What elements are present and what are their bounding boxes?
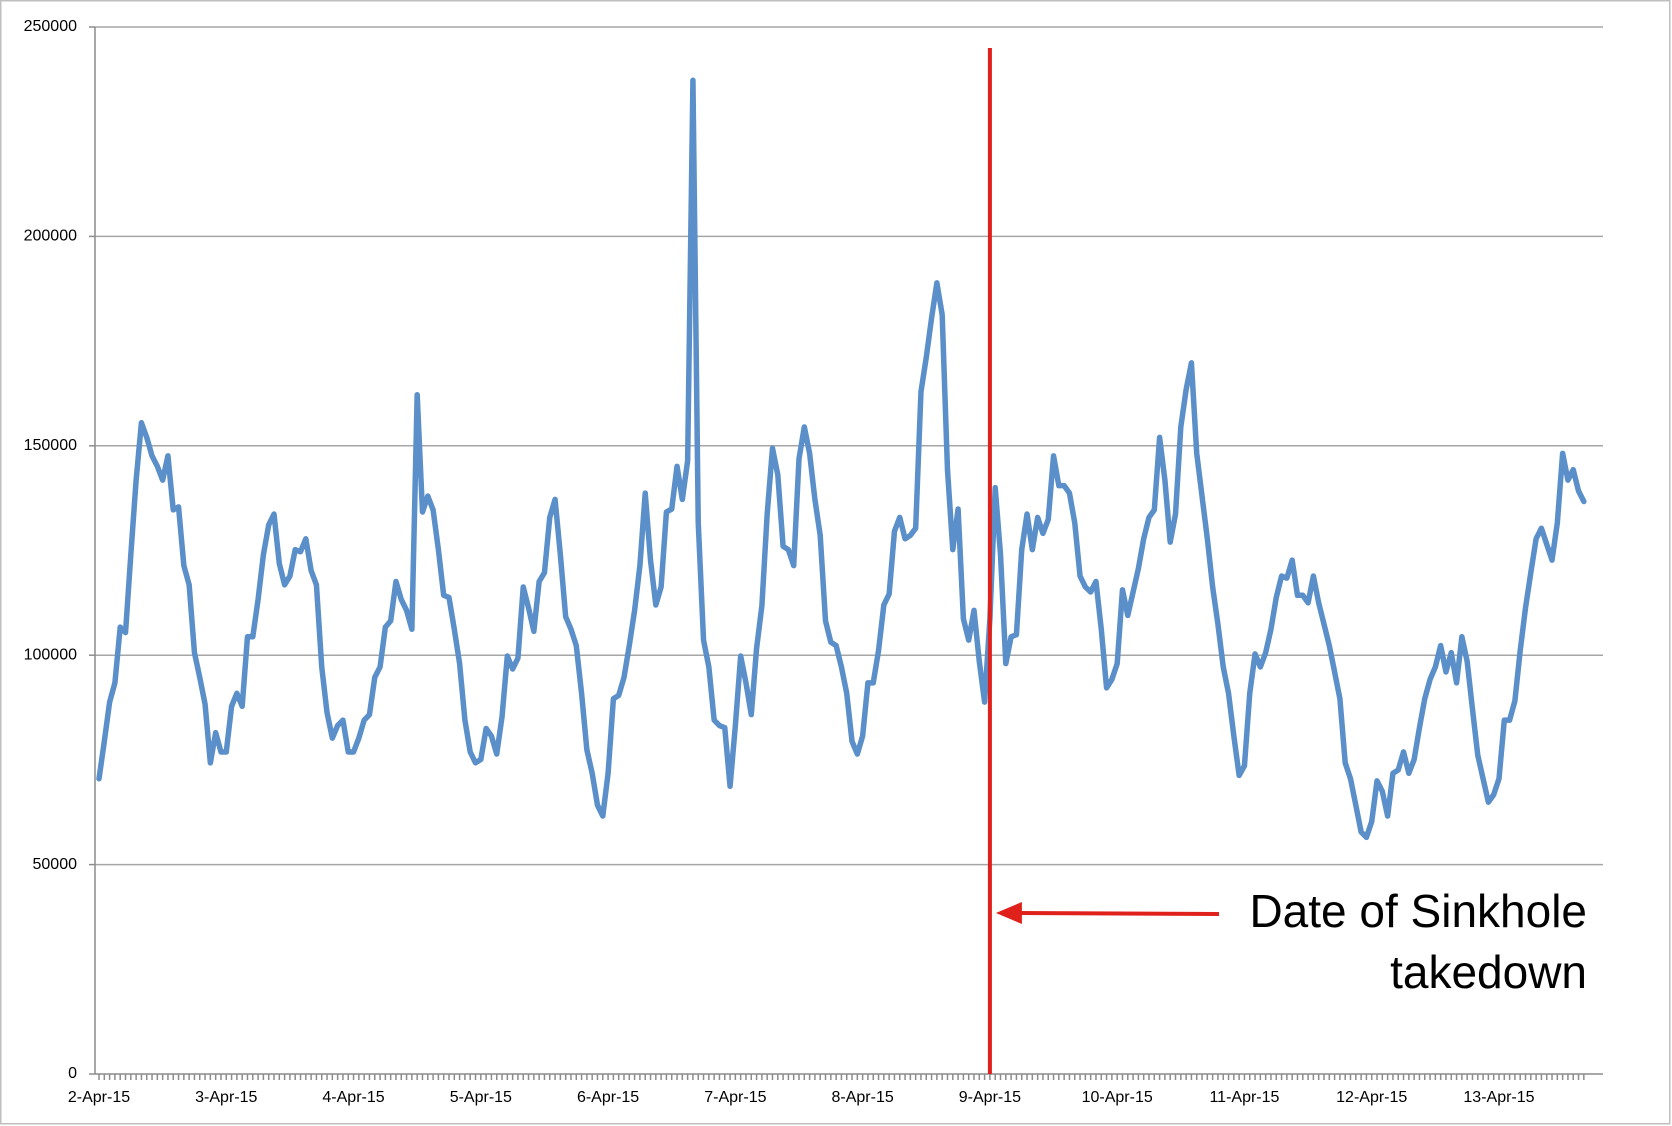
x-tick-label: 11-Apr-15	[1209, 1089, 1279, 1106]
x-tick-label: 13-Apr-15	[1463, 1089, 1534, 1106]
x-tick-label: 3-Apr-15	[195, 1089, 257, 1106]
y-tick-label: 150000	[24, 437, 77, 454]
annotation-arrowhead	[995, 902, 1022, 924]
x-tick-label: 6-Apr-15	[577, 1089, 639, 1106]
x-tick-label: 8-Apr-15	[832, 1089, 894, 1106]
annotation-text: takedown	[1390, 946, 1587, 998]
x-tick-label: 7-Apr-15	[704, 1089, 766, 1106]
y-tick-label: 50000	[33, 856, 78, 873]
x-tick-label: 10-Apr-15	[1082, 1089, 1153, 1106]
data-line	[96, 77, 1587, 841]
y-tick-label: 0	[68, 1065, 77, 1082]
x-tick-label: 5-Apr-15	[450, 1089, 512, 1106]
y-tick-label: 100000	[24, 646, 77, 663]
y-tick-label: 200000	[24, 228, 77, 245]
annotation-arrow	[1017, 911, 1220, 916]
x-tick-label: 2-Apr-15	[68, 1089, 130, 1106]
x-tick-label: 9-Apr-15	[959, 1089, 1021, 1106]
x-tick-label: 12-Apr-15	[1336, 1089, 1407, 1106]
y-tick-label: 250000	[24, 18, 77, 35]
annotation-text: Date of Sinkhole	[1249, 885, 1587, 937]
x-tick-label: 4-Apr-15	[322, 1089, 384, 1106]
